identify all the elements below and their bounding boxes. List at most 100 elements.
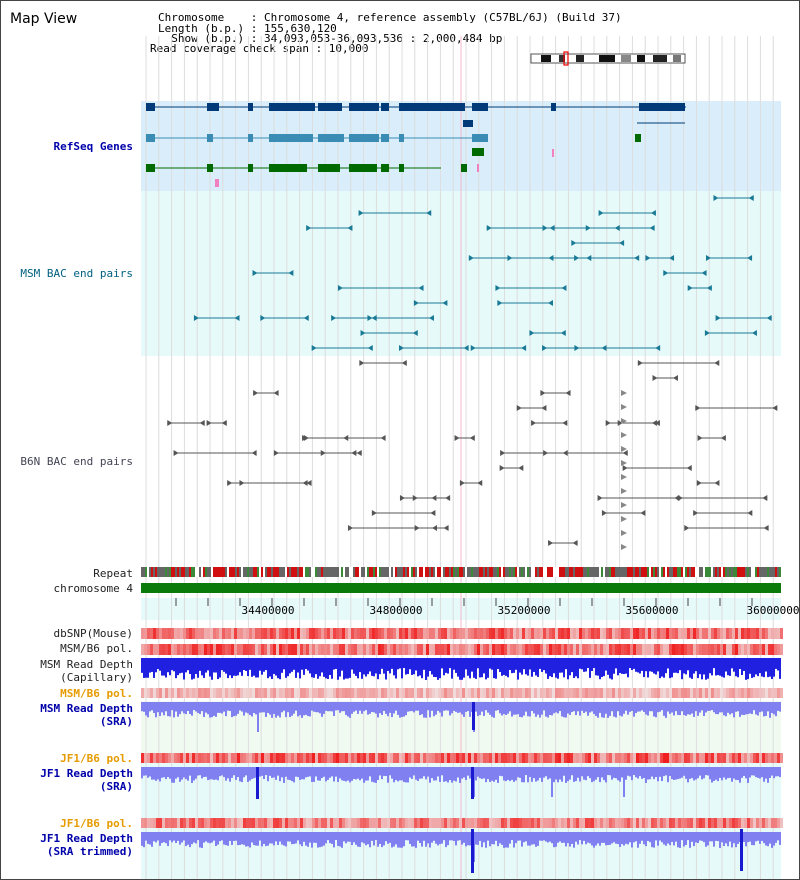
- jf1-sra-depth-bar: [477, 767, 479, 777]
- pol-cell: [531, 753, 534, 763]
- pol-cell: [453, 753, 456, 763]
- pol-cell: [222, 818, 225, 828]
- msm-bac-pair-end: [650, 210, 656, 216]
- pol-cell: [177, 644, 180, 655]
- jf1-trim-depth-bar: [219, 832, 221, 842]
- repeat-block: [165, 567, 167, 577]
- jf1-sra-depth-bar: [211, 767, 213, 780]
- msm-sra-depth-bar: [385, 702, 387, 714]
- jf1-trim-depth-bar: [505, 832, 507, 848]
- pol-cell: [228, 818, 231, 828]
- jf1-sra-depth-bar: [399, 767, 401, 781]
- pol-cell: [642, 753, 645, 763]
- msm-sra-depth-bar: [761, 702, 763, 712]
- pol-cell: [420, 644, 423, 655]
- pol-cell: [213, 688, 216, 698]
- dbsnp-cell: [534, 628, 537, 639]
- msm-bac-pair-end: [442, 300, 448, 306]
- jf1-trim-depth-bar: [663, 832, 665, 845]
- repeat-block: [717, 567, 719, 577]
- msm-capillary-depth-bar: [545, 658, 547, 674]
- track-label-refseq[interactable]: RefSeq Genes: [53, 140, 133, 153]
- jf1-trim-depth-bar: [411, 832, 413, 847]
- msm-sra-depth-bar: [593, 702, 595, 715]
- jf1-trim-depth-bar: [587, 832, 589, 843]
- msm-capillary-depth-bar: [443, 658, 445, 676]
- pol-cell: [327, 753, 330, 763]
- msm-capillary-depth-bar: [323, 658, 325, 677]
- pol-cell: [477, 818, 480, 828]
- jf1-sra-depth-bar: [143, 767, 145, 776]
- pol-cell: [558, 818, 561, 828]
- msm-sra-depth-bar: [479, 702, 481, 716]
- pol-cell: [756, 688, 759, 698]
- jf1-sra-depth-bar: [493, 767, 495, 782]
- msm-capillary-depth-bar: [745, 658, 747, 680]
- msm-sra-depth-bar: [653, 702, 655, 717]
- msm-capillary-depth-bar: [401, 658, 403, 679]
- jf1-trim-depth-bar: [647, 832, 649, 841]
- msm-bac-pair-end: [521, 345, 527, 351]
- repeat-block: [611, 567, 613, 577]
- jf1-sra-depth-bar: [739, 767, 741, 783]
- pol-cell: [537, 753, 540, 763]
- msm-sra-depth-bar: [513, 702, 515, 715]
- pol-cell: [564, 644, 567, 655]
- jf1-sra-depth-bar: [285, 767, 287, 777]
- jf1-sra-depth-bar: [389, 767, 391, 776]
- jf1-sra-depth-bar: [311, 767, 313, 783]
- msm-sra-depth-bar: [469, 702, 471, 717]
- msm-sra-depth-bar: [517, 702, 519, 715]
- track-label-b6n-bac[interactable]: B6N BAC end pairs: [20, 455, 133, 468]
- jf1-sra-depth-bar: [729, 767, 731, 778]
- jf1-trim-depth-bar: [153, 832, 155, 842]
- dbsnp-cell: [708, 628, 711, 639]
- pol-cell: [726, 688, 729, 698]
- jf1-trim-depth-bar: [335, 832, 337, 841]
- dbsnp-cell: [300, 628, 303, 639]
- repeat-block: [241, 567, 243, 577]
- jf1-sra-depth-bar: [615, 767, 617, 779]
- msm-sra-depth-bar: [269, 702, 271, 715]
- jf1-sra-depth-bar: [623, 767, 625, 797]
- pol-cell: [519, 818, 522, 828]
- pol-cell: [231, 753, 234, 763]
- pol-cell: [687, 753, 690, 763]
- msm-capillary-depth-bar: [617, 658, 619, 676]
- pol-cell: [456, 644, 459, 655]
- repeat-block: [207, 567, 209, 577]
- pol-cell: [567, 818, 570, 828]
- pol-cell: [351, 644, 354, 655]
- repeat-block: [631, 567, 633, 577]
- msm-sra-depth-bar: [157, 702, 159, 713]
- msm-capillary-depth-bar: [543, 658, 545, 671]
- pol-cell: [144, 753, 147, 763]
- msm-sra-depth-bar: [741, 702, 743, 715]
- pol-cell: [669, 688, 672, 698]
- pol-cell: [768, 688, 771, 698]
- repeat-block: [151, 567, 153, 577]
- msm-capillary-depth-bar: [637, 658, 639, 673]
- pol-cell: [267, 644, 270, 655]
- jf1-sra-depth-bar: [221, 767, 223, 776]
- pol-cell: [273, 688, 276, 698]
- jf1-trim-depth-bar: [659, 832, 661, 841]
- dbsnp-cell: [519, 628, 522, 639]
- repeat-block: [351, 567, 353, 577]
- repeat-block: [379, 567, 381, 577]
- msm-capillary-depth-bar: [247, 658, 249, 677]
- jf1-trim-depth-bar: [355, 832, 357, 845]
- b6n-bac-pair-end: [747, 510, 753, 516]
- repeat-block: [377, 567, 379, 577]
- gene-exon: [349, 164, 377, 172]
- msm-capillary-depth-bar: [241, 658, 243, 676]
- pol-cell: [204, 688, 207, 698]
- pol-cell: [537, 644, 540, 655]
- track-label-msm-bac[interactable]: MSM BAC end pairs: [20, 267, 133, 280]
- pol-cell: [555, 644, 558, 655]
- msm-sra-depth-bar: [641, 702, 643, 711]
- repeat-block: [177, 567, 179, 577]
- pol-cell: [606, 688, 609, 698]
- pol-cell: [384, 688, 387, 698]
